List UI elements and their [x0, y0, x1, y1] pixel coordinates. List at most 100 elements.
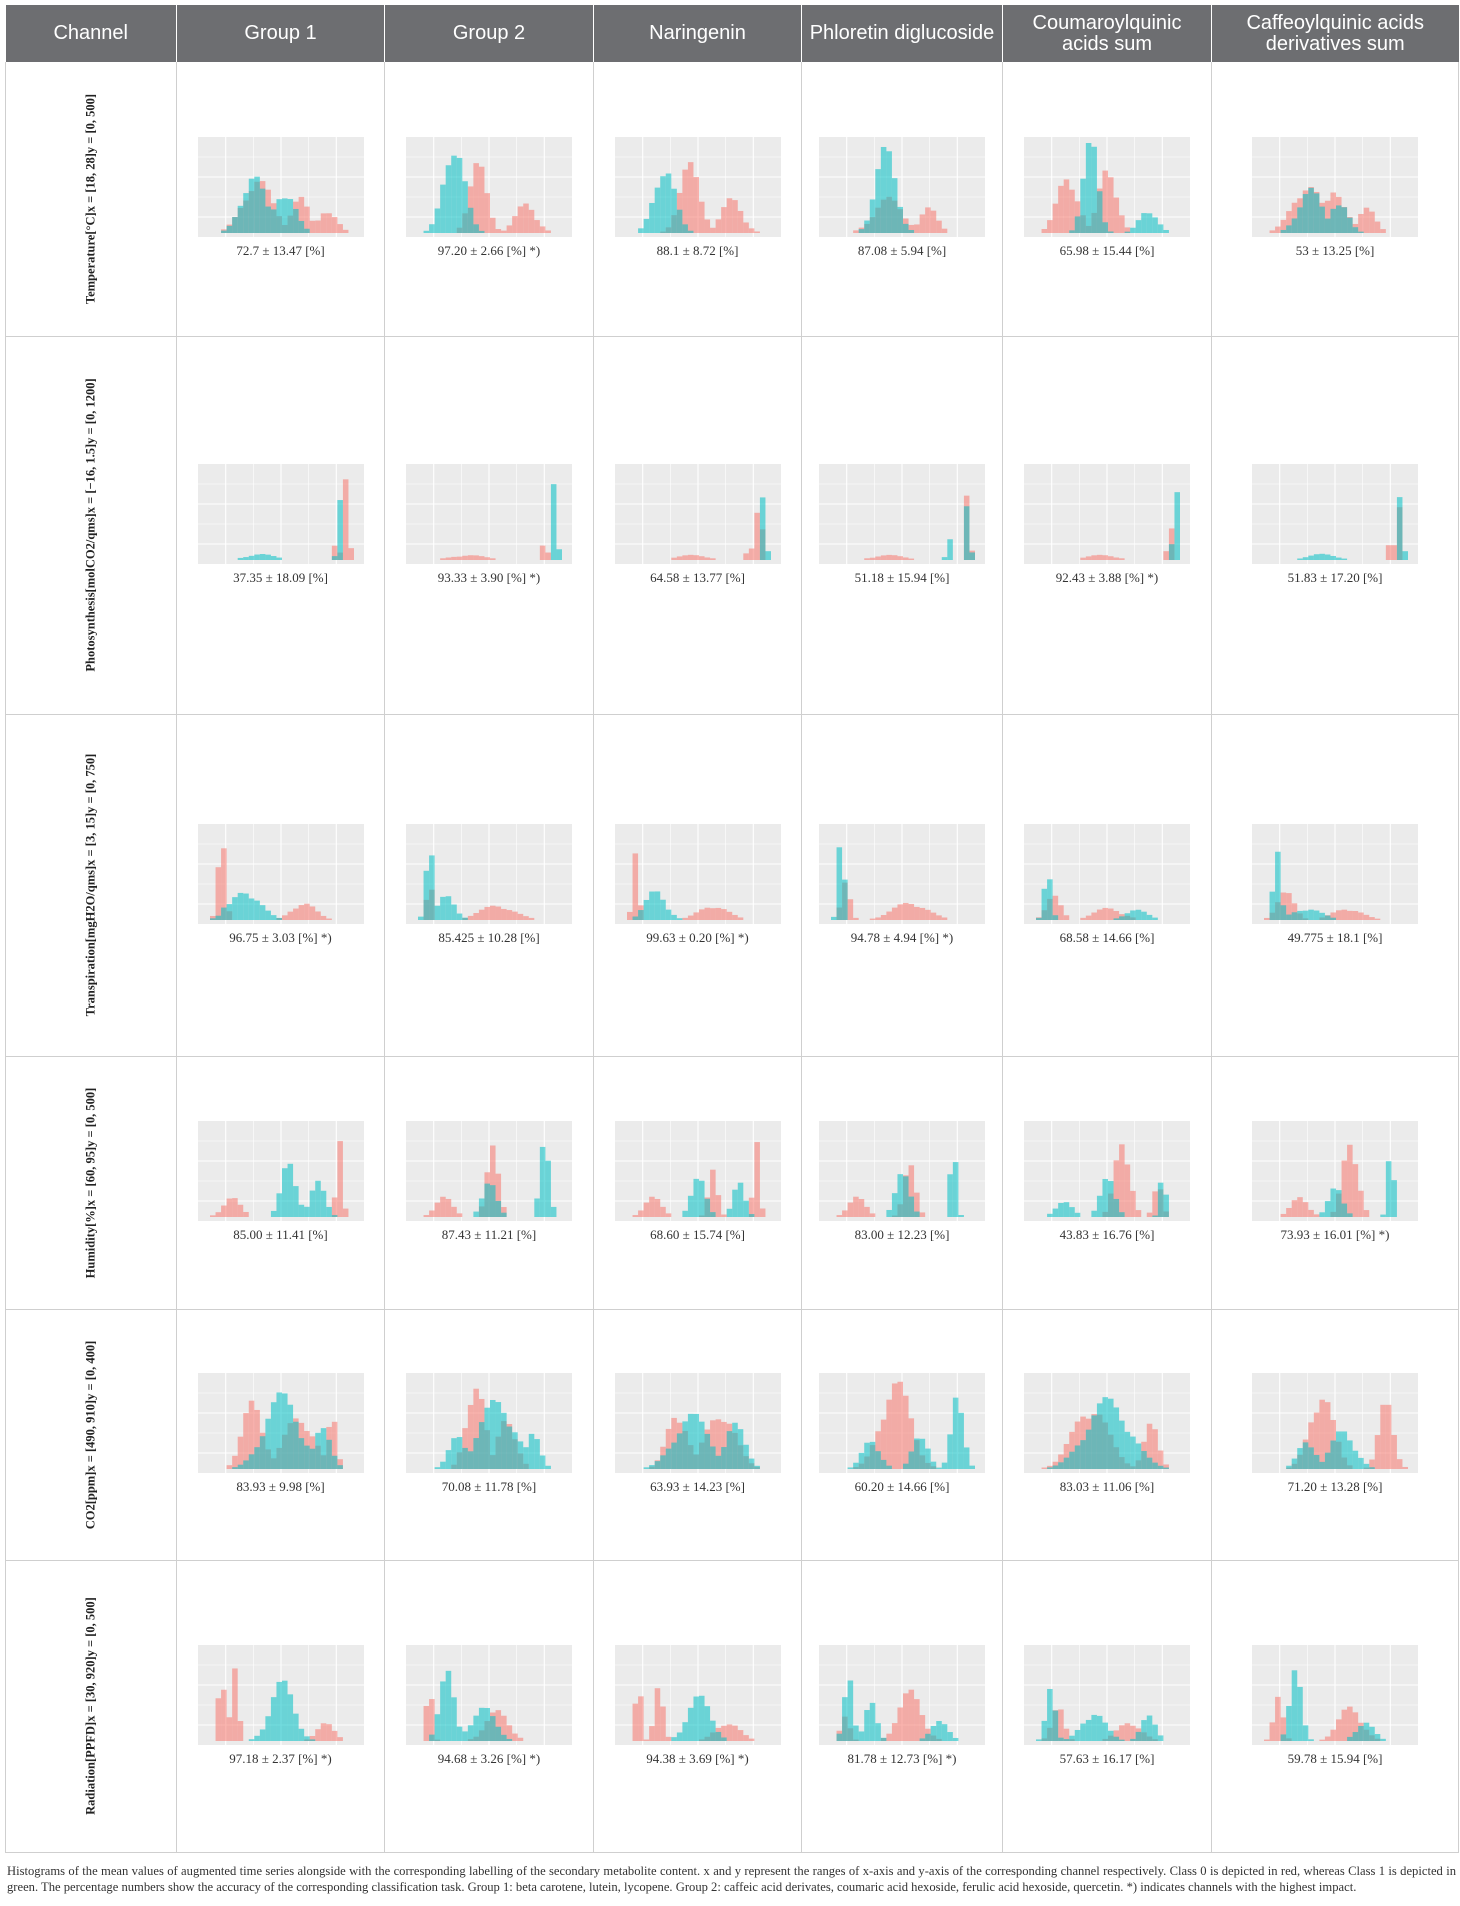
bar-class-1: [287, 1404, 293, 1469]
accuracy-value: 70.08 ± 11.78 [%]: [441, 1479, 537, 1494]
bar-class-1: [467, 208, 474, 234]
histogram-svg: [1024, 137, 1190, 238]
bar-class-0: [451, 556, 457, 560]
bar-class-1: [264, 206, 271, 234]
bar-class-0: [1275, 1696, 1281, 1741]
bar-class-1: [1330, 1188, 1336, 1217]
bar-class-0: [847, 1202, 854, 1217]
bar-class-0: [331, 1730, 337, 1741]
bar-class-0: [1074, 1421, 1081, 1469]
bar-class-1: [698, 1421, 705, 1469]
bar-class-0: [1264, 1739, 1270, 1741]
bar-class-1: [952, 1737, 959, 1741]
bar-class-1: [259, 1436, 265, 1469]
bar-class-1: [875, 1722, 881, 1741]
bar-class-1: [891, 178, 898, 234]
bar-class-0: [429, 1210, 435, 1217]
histogram-plot: 51.83 ± 17.20 [%]: [1252, 463, 1418, 586]
channel-cell: Temperature[°C]x = [18, 28]y = [0, 500]: [5, 62, 177, 337]
bar-class-1: [264, 1418, 271, 1469]
bar-class-0: [869, 557, 876, 560]
bar-class-0: [880, 1419, 887, 1469]
bar-class-0: [681, 917, 688, 920]
bar-class-1: [1102, 1722, 1108, 1741]
bar-class-0: [681, 554, 688, 560]
bar-class-1: [220, 230, 227, 234]
bar-class-1: [1269, 891, 1276, 920]
bar-class-1: [842, 1696, 848, 1741]
bar-class-1: [919, 1737, 926, 1741]
bar-class-0: [903, 1395, 909, 1469]
bar-class-1: [930, 1725, 937, 1741]
bar-class-0: [692, 177, 699, 234]
bar-class-0: [220, 847, 227, 920]
bar-class-1: [473, 1438, 479, 1469]
header-group-2: Group 2: [384, 5, 594, 62]
bar-class-1: [440, 184, 446, 234]
bar-class-0: [720, 908, 727, 920]
bar-class-0: [676, 555, 682, 560]
table-row: CO2[ppm]x = [490, 910]y = [0, 400] 83.93 …: [5, 1309, 1459, 1561]
bar-class-1: [670, 914, 677, 920]
bar-class-0: [1369, 916, 1375, 920]
bar-class-0: [864, 557, 870, 560]
bar-class-0: [1402, 1466, 1408, 1469]
bar-class-1: [248, 555, 254, 560]
histogram-svg: [1024, 1373, 1190, 1473]
bar-class-0: [506, 1724, 513, 1741]
accuracy-value: 43.83 ± 16.76 [%]: [1059, 1227, 1155, 1242]
bar-class-0: [545, 552, 551, 560]
bar-class-1: [941, 1723, 948, 1741]
bar-class-0: [687, 554, 693, 560]
bar-class-1: [325, 1439, 332, 1469]
bar-class-1: [456, 913, 463, 920]
bar-class-1: [303, 1206, 310, 1217]
bar-class-0: [1347, 1706, 1353, 1741]
bar-class-0: [1358, 214, 1364, 234]
bar-class-1: [858, 1452, 865, 1469]
bar-class-0: [445, 557, 452, 560]
bar-class-1: [681, 1421, 688, 1469]
bar-class-0: [1302, 1202, 1309, 1217]
bar-class-1: [478, 1422, 485, 1469]
bar-class-1: [275, 557, 282, 560]
bar-class-1: [1074, 1212, 1081, 1217]
bar-class-1: [209, 917, 216, 920]
bar-class-0: [451, 1206, 457, 1217]
bar-class-1: [1080, 178, 1086, 234]
histogram-svg: [406, 1121, 572, 1221]
bar-class-0: [869, 1213, 876, 1217]
bar-class-1: [1347, 1736, 1353, 1741]
bar-class-1: [434, 1713, 441, 1741]
bar-class-1: [731, 1422, 738, 1469]
bar-class-1: [1091, 1415, 1097, 1469]
histogram-svg: [614, 463, 781, 564]
bar-class-1: [759, 496, 765, 560]
bar-class-1: [1291, 218, 1298, 234]
bar-class-1: [897, 207, 903, 234]
bar-class-0: [908, 1418, 915, 1469]
bar-class-1: [456, 1437, 463, 1469]
bar-class-1: [1108, 1398, 1114, 1469]
bar-class-1: [242, 893, 249, 920]
result-cell: 37.35 ± 18.09 [%]: [176, 336, 385, 715]
bar-class-1: [275, 199, 282, 234]
bar-class-1: [869, 199, 876, 234]
bar-class-1: [1124, 912, 1131, 920]
histogram-svg: [614, 1373, 781, 1473]
bar-class-0: [1363, 1210, 1370, 1217]
bar-class-0: [1041, 229, 1048, 234]
bar-class-0: [325, 1723, 332, 1741]
bar-class-1: [891, 1193, 898, 1217]
bar-class-0: [1269, 230, 1276, 234]
bar-class-0: [709, 907, 716, 920]
accuracy-value: 68.58 ± 14.66 [%]: [1059, 929, 1155, 945]
histogram-svg: [406, 823, 572, 924]
histogram-plot: 94.38 ± 3.69 [%] *): [614, 1644, 781, 1767]
bar-class-0: [632, 1703, 638, 1741]
bar-class-0: [936, 914, 942, 920]
bar-class-1: [958, 1412, 964, 1469]
bar-class-1: [864, 1442, 870, 1469]
bar-class-0: [753, 231, 760, 234]
accuracy-value: 37.35 ± 18.09 [%]: [233, 569, 328, 585]
